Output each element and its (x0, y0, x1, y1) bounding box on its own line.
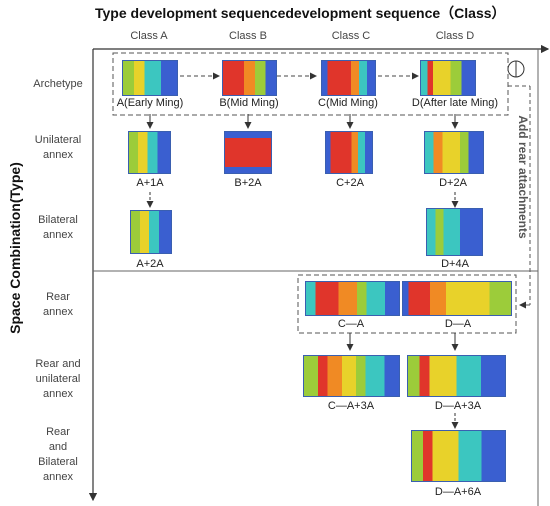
caption-a-1a: A+1A (136, 177, 164, 189)
row-label-line: annex (43, 306, 73, 318)
caption-b-mid-ming: B(Mid Ming) (219, 97, 279, 109)
row-label-line: annex (43, 388, 73, 400)
row-label-line: annex (43, 471, 73, 483)
row-label-line: annex (43, 149, 73, 161)
caption-d-after-late-ming: D(After late Ming) (411, 97, 499, 109)
caption-c-a-3a: C—A+3A (327, 400, 375, 412)
add-rear-attachments-label: Add rear attachments (508, 100, 538, 260)
plan-thumbnail-b-2a (224, 131, 272, 174)
caption-c-2a: C+2A (336, 177, 364, 189)
row-label-line: Rear (46, 291, 70, 303)
caption-d-a-3a: D—A+3A (434, 400, 482, 412)
column-header-class-a: Class A (130, 30, 168, 42)
row-label-line: Rear (46, 426, 70, 438)
plan-thumbnail-d (420, 60, 476, 96)
row-label-line: Bilateral (38, 456, 78, 468)
archetype-dashed-box (112, 52, 509, 116)
row-label-line: Bilateral (38, 214, 78, 226)
column-header-class-b: Class B (229, 30, 267, 42)
column-header-class-c: Class C (331, 30, 371, 42)
caption-c-mid-ming: C(Mid Ming) (318, 97, 378, 109)
caption-d-4a: D+4A (441, 258, 469, 270)
row-label-bilateral: Bilateral annex (22, 213, 94, 243)
plan-thumbnail-a (122, 60, 178, 96)
row-label-rear-unilateral: Rear and unilateral annex (22, 357, 94, 402)
caption-d-a-6a: D—A+6A (434, 486, 482, 498)
row-label-archetype-text: Archetype (33, 78, 83, 90)
plan-thumbnail-b (222, 60, 277, 96)
caption-d-2a: D+2A (439, 177, 467, 189)
plan-thumbnail-d-a-6a (411, 430, 506, 482)
caption-b-2a: B+2A (234, 177, 262, 189)
plan-thumbnail-d-2a (424, 131, 484, 174)
diagram-title: Type development sequencedevelopment seq… (95, 5, 506, 21)
row-label-line: Unilateral (34, 134, 82, 146)
plan-thumbnail-c-2a (325, 131, 373, 174)
caption-a-2a: A+2A (136, 258, 164, 270)
row-label-line: unilateral (35, 373, 81, 385)
plan-thumbnail-c (321, 60, 376, 96)
caption-c-a: C—A (337, 318, 365, 330)
row-label-line: and (48, 441, 68, 453)
add-rear-attachments-text: Add rear attachments (516, 115, 530, 239)
column-header-class-d: Class D (435, 30, 475, 42)
rear-dashed-box (297, 274, 517, 334)
plan-thumbnail-a-2a (130, 210, 172, 254)
row-label-rear: Rear annex (22, 290, 94, 320)
caption-d-a: D—A (444, 318, 472, 330)
plan-thumbnail-d-a-3a (407, 355, 506, 397)
row-label-rear-bilateral: Rear and Bilateral annex (22, 425, 94, 485)
row-label-archetype: Archetype (22, 77, 94, 92)
row-label-line: Rear and (35, 358, 81, 370)
plan-thumbnail-c-a (305, 281, 400, 316)
plan-thumbnail-d-a (402, 281, 512, 316)
plan-thumbnail-c-a-3a (303, 355, 400, 397)
plan-thumbnail-a-1a (128, 131, 171, 174)
row-label-unilateral: Unilateral annex (22, 133, 94, 163)
caption-a-early-ming: A(Early Ming) (116, 97, 184, 109)
row-label-line: annex (43, 229, 73, 241)
plan-thumbnail-d-4a (426, 208, 483, 256)
